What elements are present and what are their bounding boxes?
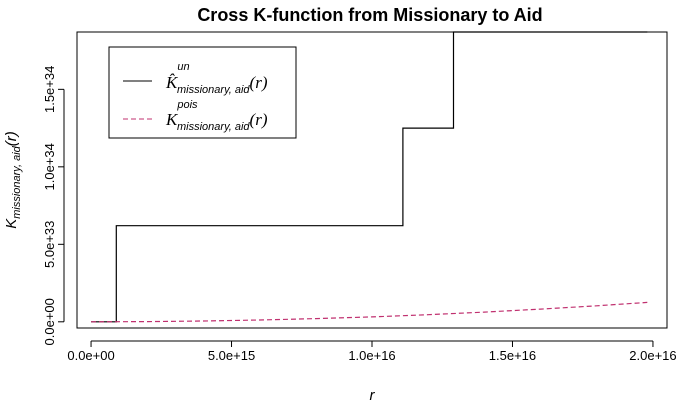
y-tick-label: 5.0e+33 — [42, 221, 57, 268]
y-tick-label: 1.5e+34 — [42, 66, 57, 113]
legend-k-pois-sub: missionary, aid — [177, 121, 250, 133]
x-tick-label: 1.5e+16 — [489, 348, 536, 363]
legend-entry-k-pois: Kpois missionary, aid(r) — [165, 99, 268, 133]
series-layer — [90, 31, 648, 323]
legend: K̂un missionary, aid(r) Kpois missionary, … — [108, 46, 297, 139]
legend-k-pois-sup: pois — [176, 99, 198, 111]
legend-k-un-base: K̂ — [165, 73, 179, 92]
y-axis-label-base: K — [3, 218, 20, 229]
legend-k-un-sub: missionary, aid — [177, 84, 250, 96]
legend-k-un-arg: (r) — [250, 73, 268, 92]
y-axis-label: Kmissionary, aid(r) — [3, 131, 23, 229]
x-axis: 0.0e+00 5.0e+15 1.0e+16 1.5e+16 2.0e+16 — [67, 340, 677, 363]
x-tick-label: 0.0e+00 — [67, 348, 114, 363]
legend-k-un-sup: un — [177, 61, 189, 73]
y-axis-label-subscript: missionary, aid — [11, 145, 23, 218]
y-tick-label: 0.0e+00 — [42, 298, 57, 345]
series-k-pois-line — [90, 301, 648, 323]
y-axis-label-arg: (r) — [3, 131, 20, 146]
legend-k-pois-base: K — [165, 110, 179, 129]
y-axis: 0.0e+00 5.0e+33 1.0e+34 1.5e+34 — [42, 66, 65, 345]
x-tick-label: 5.0e+15 — [208, 348, 255, 363]
legend-box — [108, 46, 297, 139]
x-tick-label: 2.0e+16 — [629, 348, 676, 363]
series-k-un-line — [91, 31, 648, 323]
y-tick-label: 1.0e+34 — [42, 143, 57, 190]
plot-area-frame — [76, 31, 668, 329]
chart-title: Cross K-function from Missionary to Aid — [197, 5, 542, 25]
x-axis-label: r — [370, 387, 376, 404]
legend-k-pois-arg: (r) — [250, 110, 268, 129]
legend-entry-k-un: K̂un missionary, aid(r) — [165, 61, 268, 96]
x-tick-label: 1.0e+16 — [348, 348, 395, 363]
